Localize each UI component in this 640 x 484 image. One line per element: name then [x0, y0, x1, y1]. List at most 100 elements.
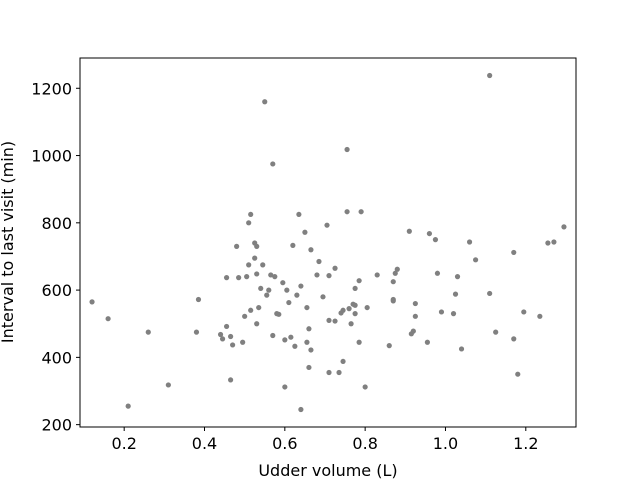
scatter-point — [308, 347, 314, 353]
y-tick-label: 800 — [41, 214, 72, 233]
scatter-point — [270, 332, 276, 339]
scatter-point — [262, 99, 268, 105]
scatter-point — [412, 313, 418, 319]
scatter-point — [364, 304, 370, 311]
scatter-point — [332, 265, 338, 271]
scatter-point — [392, 270, 398, 276]
scatter-point — [314, 272, 320, 278]
scatter-point — [348, 321, 354, 327]
scatter-point — [292, 343, 298, 349]
scatter-point — [487, 290, 493, 297]
scatter-point — [493, 329, 499, 335]
scatter-point — [316, 258, 322, 265]
scatter-point — [324, 222, 330, 228]
scatter-point — [298, 283, 304, 289]
scatter-point — [219, 336, 226, 342]
scatter-point — [89, 299, 95, 305]
scatter-point — [487, 72, 493, 79]
scatter-point — [284, 287, 290, 293]
scatter-point — [256, 304, 262, 311]
scatter-point — [344, 209, 350, 215]
scatter-point — [282, 384, 288, 390]
scatter-point — [326, 317, 332, 323]
scatter-point — [195, 296, 202, 303]
scatter-point — [352, 311, 358, 317]
y-axis: 200 400 600 800 1000 1200 — [31, 79, 80, 435]
scatter-point — [390, 296, 396, 303]
scatter-point — [454, 274, 461, 280]
scatter-point — [308, 247, 314, 253]
scatter-point — [282, 337, 288, 343]
scatter-point — [306, 326, 312, 332]
scatter-point — [340, 358, 346, 365]
scatter-point — [545, 240, 551, 246]
scatter-point — [346, 306, 352, 312]
scatter-point — [125, 403, 131, 409]
x-tick-label: 0.6 — [272, 434, 297, 453]
scatter-point — [254, 243, 260, 249]
scatter-point — [374, 272, 380, 278]
scatter-point — [254, 271, 260, 277]
y-tick-label: 400 — [41, 348, 72, 367]
scatter-point — [264, 292, 270, 298]
scatter-point — [234, 243, 240, 249]
scatter-point — [246, 262, 252, 268]
scatter-point — [244, 274, 250, 280]
scatter-point — [242, 313, 248, 319]
scatter-point — [352, 302, 358, 308]
x-tick-label: 1.2 — [513, 434, 538, 453]
scatter-point — [537, 313, 543, 319]
scatter-point — [228, 333, 234, 340]
scatter-point — [260, 262, 266, 268]
scatter-point — [304, 339, 310, 345]
scatter-point — [410, 328, 416, 334]
scatter-point — [165, 382, 171, 388]
scatter-point — [362, 384, 368, 390]
scatter-point — [473, 257, 479, 263]
scatter-point — [248, 211, 254, 218]
scatter-point — [326, 369, 332, 376]
scatter-point — [272, 274, 278, 280]
scatter-point — [266, 287, 272, 293]
y-tick-label: 600 — [41, 281, 72, 300]
scatter-point — [236, 275, 242, 281]
scatter-point — [326, 273, 332, 279]
scatter-point — [254, 321, 260, 327]
scatter-point — [521, 309, 527, 315]
scatter-point — [450, 311, 457, 317]
scatter-point — [561, 224, 567, 230]
scatter-point — [223, 323, 230, 330]
scatter-point — [294, 292, 300, 298]
scatter-point — [344, 146, 350, 153]
y-tick-label: 200 — [41, 416, 72, 435]
scatter-point — [515, 371, 521, 377]
scatter-point — [223, 275, 230, 281]
scatter-point — [356, 278, 362, 284]
scatter-point — [336, 369, 342, 376]
scatter-point — [105, 316, 111, 322]
points-layer — [89, 72, 567, 413]
y-axis-label: Interval to last visit (min) — [0, 141, 17, 343]
scatter-point — [280, 280, 286, 286]
scatter-point — [424, 339, 430, 345]
scatter-point — [230, 342, 236, 348]
x-tick-label: 1.0 — [433, 434, 458, 453]
scatter-point — [458, 346, 465, 352]
scatter-point — [332, 318, 338, 324]
scatter-point — [246, 220, 252, 226]
scatter-point — [340, 307, 346, 313]
scatter-point — [145, 329, 151, 335]
scatter-point — [304, 304, 310, 311]
scatter-point — [258, 285, 264, 292]
scatter-point — [193, 329, 200, 335]
scatter-point — [306, 364, 312, 371]
scatter-point — [412, 300, 418, 307]
scatter-point — [302, 229, 308, 235]
scatter-point — [320, 294, 326, 300]
y-tick-label: 1200 — [31, 79, 72, 98]
scatter-point — [406, 228, 412, 234]
scatter-point — [298, 406, 304, 413]
